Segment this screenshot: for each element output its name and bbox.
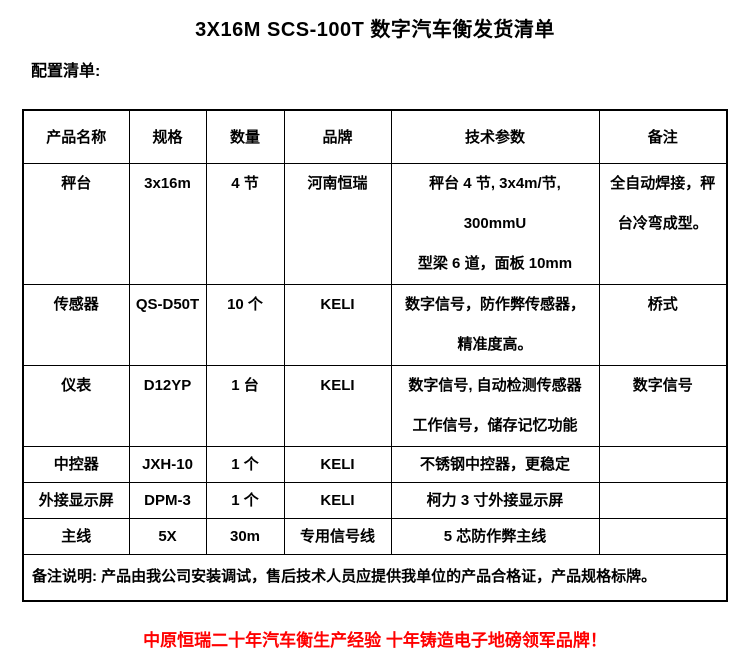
product-name-cell: 主线 xyxy=(22,517,130,555)
footer-slogan: 中原恒瑞二十年汽车衡生产经验 十年铸造电子地磅领军品牌！ xyxy=(143,631,607,650)
spec-cell: 5X xyxy=(128,517,207,555)
qty-cell: 1 个 xyxy=(205,481,285,519)
spec-cell: QS-D50T xyxy=(128,283,207,366)
brand-cell: KELI xyxy=(283,364,392,447)
spec-cell: DPM-3 xyxy=(128,481,207,519)
qty-cell: 4 节 xyxy=(205,162,285,285)
remark-cell: 备注说明: 产品由我公司安装调试，售后技术人员应提供我单位的产品合格证，产品规格… xyxy=(22,553,728,602)
header-note: 备注 xyxy=(598,109,728,164)
brand-cell: 专用信号线 xyxy=(283,517,392,555)
brand-cell: KELI xyxy=(283,481,392,519)
header-brand: 品牌 xyxy=(283,109,392,164)
config-table: 产品名称 规格 数量 品牌 技术参数 备注 秤台 3x16m 4 节 河南恒瑞 … xyxy=(22,109,728,602)
note-cell xyxy=(598,517,728,555)
spec-cell: D12YP xyxy=(128,364,207,447)
page-title: 3X16M SCS-100T 数字汽车衡发货清单 xyxy=(195,19,555,41)
note-cell: 全自动焊接，秤 台冷弯成型。 xyxy=(598,162,728,285)
product-name-cell: 外接显示屏 xyxy=(22,481,130,519)
product-name-cell: 中控器 xyxy=(22,445,130,483)
tech-params-cell: 不锈钢中控器，更稳定 xyxy=(390,445,600,483)
tech-params-cell: 5 芯防作弊主线 xyxy=(390,517,600,555)
table-row-external-display: 外接显示屏 DPM-3 1 个 KELI 柯力 3 寸外接显示屏 xyxy=(22,481,728,519)
brand-cell: KELI xyxy=(283,283,392,366)
note-line: 台冷弯成型。 xyxy=(617,214,708,232)
table-row-indicator: 仪表 D12YP 1 台 KELI 数字信号, 自动检测传感器 工作信号，储存记… xyxy=(22,364,728,447)
header-row: 产品名称 规格 数量 品牌 技术参数 备注 xyxy=(22,109,728,164)
header-qty: 数量 xyxy=(205,109,285,164)
note-cell xyxy=(598,445,728,483)
section-label: 配置清单: xyxy=(31,63,101,80)
tech-line: 型梁 6 道，面板 10mm xyxy=(417,254,573,272)
tech-line: 秤台 4 节, 3x4m/节, 300mmU xyxy=(429,174,561,232)
note-cell xyxy=(598,481,728,519)
product-name-cell: 传感器 xyxy=(22,283,130,366)
header-spec: 规格 xyxy=(128,109,207,164)
qty-cell: 10 个 xyxy=(205,283,285,366)
note-cell: 桥式 xyxy=(598,283,728,366)
remark-row: 备注说明: 产品由我公司安装调试，售后技术人员应提供我单位的产品合格证，产品规格… xyxy=(22,553,728,602)
note-line: 桥式 xyxy=(647,295,678,313)
tech-line: 5 芯防作弊主线 xyxy=(443,527,547,545)
note-cell: 数字信号 xyxy=(598,364,728,447)
spec-cell: 3x16m xyxy=(128,162,207,285)
tech-params-cell: 秤台 4 节, 3x4m/节, 300mmU 型梁 6 道，面板 10mm xyxy=(390,162,600,285)
table-row-controller: 中控器 JXH-10 1 个 KELI 不锈钢中控器，更稳定 xyxy=(22,445,728,483)
tech-params-cell: 柯力 3 寸外接显示屏 xyxy=(390,481,600,519)
tech-line: 精准度高。 xyxy=(457,335,533,353)
note-line: 全自动焊接，秤 xyxy=(610,174,716,192)
note-line: 数字信号 xyxy=(632,376,693,394)
product-name-cell: 秤台 xyxy=(22,162,130,285)
tech-line: 工作信号，储存记忆功能 xyxy=(412,416,578,434)
product-name-cell: 仪表 xyxy=(22,364,130,447)
tech-params-cell: 数字信号, 自动检测传感器 工作信号，储存记忆功能 xyxy=(390,364,600,447)
table-row-scale-platform: 秤台 3x16m 4 节 河南恒瑞 秤台 4 节, 3x4m/节, 300mmU… xyxy=(22,162,728,285)
header-product-name: 产品名称 xyxy=(22,109,130,164)
qty-cell: 1 台 xyxy=(205,364,285,447)
table-row-main-cable: 主线 5X 30m 专用信号线 5 芯防作弊主线 xyxy=(22,517,728,555)
spec-cell: JXH-10 xyxy=(128,445,207,483)
table-row-sensor: 传感器 QS-D50T 10 个 KELI 数字信号，防作弊传感器， 精准度高。… xyxy=(22,283,728,366)
qty-cell: 1 个 xyxy=(205,445,285,483)
tech-line: 柯力 3 寸外接显示屏 xyxy=(426,491,564,509)
brand-cell: 河南恒瑞 xyxy=(283,162,392,285)
header-tech-params: 技术参数 xyxy=(390,109,600,164)
brand-cell: KELI xyxy=(283,445,392,483)
tech-line: 数字信号, 自动检测传感器 xyxy=(408,376,582,394)
qty-cell: 30m xyxy=(205,517,285,555)
tech-params-cell: 数字信号，防作弊传感器， 精准度高。 xyxy=(390,283,600,366)
tech-line: 数字信号，防作弊传感器， xyxy=(404,295,585,313)
tech-line: 不锈钢中控器，更稳定 xyxy=(419,455,570,473)
